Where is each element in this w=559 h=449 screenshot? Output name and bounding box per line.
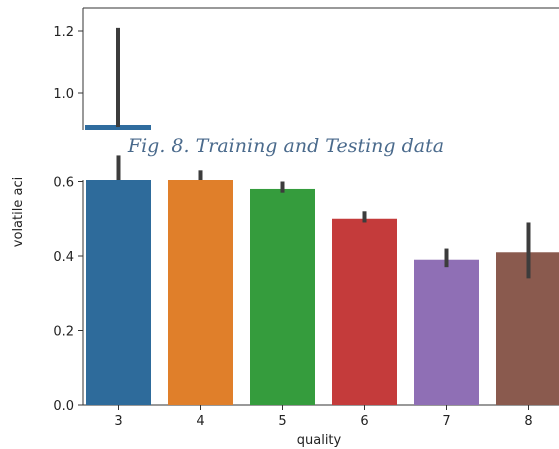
y-tick-label: 0.4 (53, 250, 74, 265)
bar-quality-7 (414, 259, 479, 405)
x-tick-label: 3 (114, 414, 122, 429)
x-tick-label: 4 (196, 414, 204, 429)
y-tick-label: 0.2 (53, 325, 74, 340)
figure-caption: Fig. 8. Training and Testing data (127, 135, 444, 157)
top-y-tick-label: 1.0 (53, 87, 74, 102)
bar-quality-4 (168, 180, 233, 405)
y-tick-label: 0.6 (53, 176, 74, 191)
bottom-chart: 0.0 0.2 0.4 0.6 3 4 5 6 7 8 quality volatile aci (11, 155, 559, 448)
y-tick-label: 0.0 (53, 399, 74, 414)
bar-quality-3 (86, 180, 151, 405)
x-tick-label: 8 (524, 414, 532, 429)
x-axis-label: quality (297, 433, 342, 448)
bar-quality-5 (250, 188, 315, 405)
x-tick-label: 5 (278, 414, 286, 429)
top-chart: 1.2 1.0 (53, 7, 559, 130)
top-bar (85, 125, 151, 130)
x-tick-label: 6 (360, 414, 368, 429)
y-axis-label: volatile aci (11, 177, 26, 247)
bar-quality-6 (332, 218, 397, 405)
x-tick-label: 7 (442, 414, 450, 429)
top-y-tick-label: 1.2 (53, 25, 74, 40)
